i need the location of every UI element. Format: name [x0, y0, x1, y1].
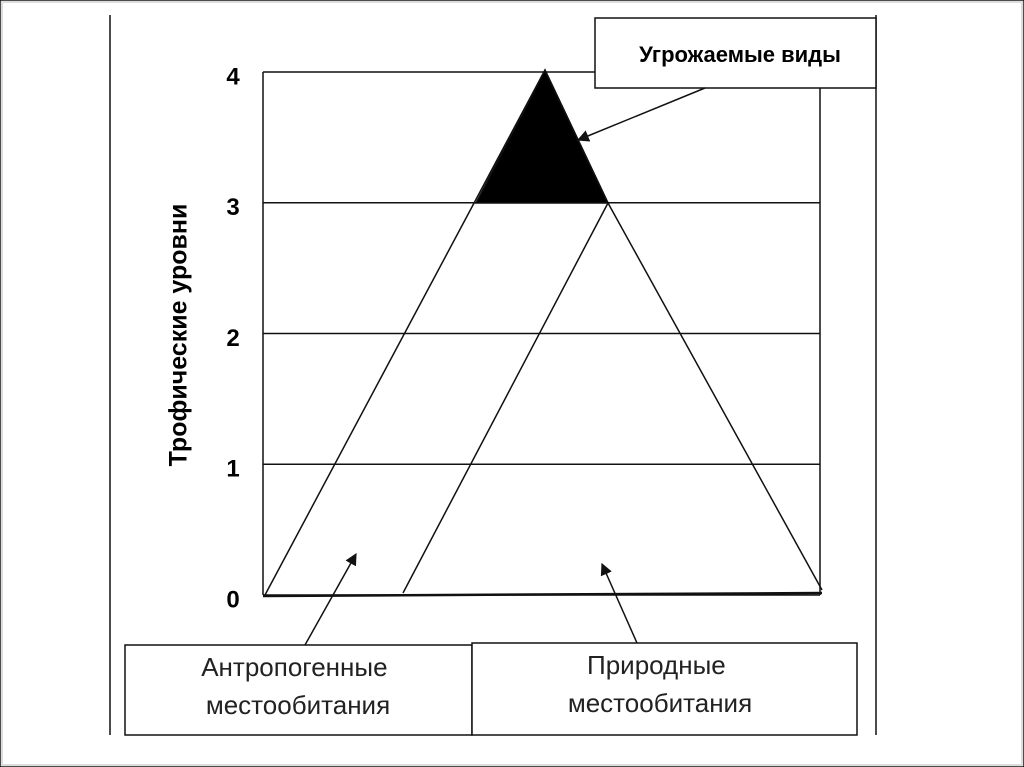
level-label: 0: [226, 586, 239, 613]
label-line: Антропогенные: [201, 652, 387, 682]
arrow: [304, 552, 357, 646]
label-line: местообитания: [206, 690, 390, 720]
level-label: 1: [226, 456, 239, 483]
label-box: [594, 17, 877, 89]
label-line: местообитания: [568, 688, 752, 718]
level-label: 2: [226, 325, 239, 352]
arrow: [600, 562, 638, 644]
level-label: 4: [226, 63, 240, 90]
base-line: [262, 591, 823, 598]
level-label: 3: [226, 194, 239, 221]
label-box: [124, 644, 473, 736]
arrow: [576, 87, 706, 142]
label-line: Природные: [587, 650, 726, 680]
threatened-label: Угрожаемые виды: [639, 42, 841, 67]
anthropogenic-pyramid: [264, 68, 609, 596]
natural-label: Природные местообитания: [568, 650, 752, 718]
axis-title: Трофические уровни: [165, 204, 193, 467]
label-box: [471, 642, 858, 736]
natural-pyramid: [402, 201, 823, 594]
anthropogenic-label: Антропогенные местообитания: [201, 652, 395, 720]
